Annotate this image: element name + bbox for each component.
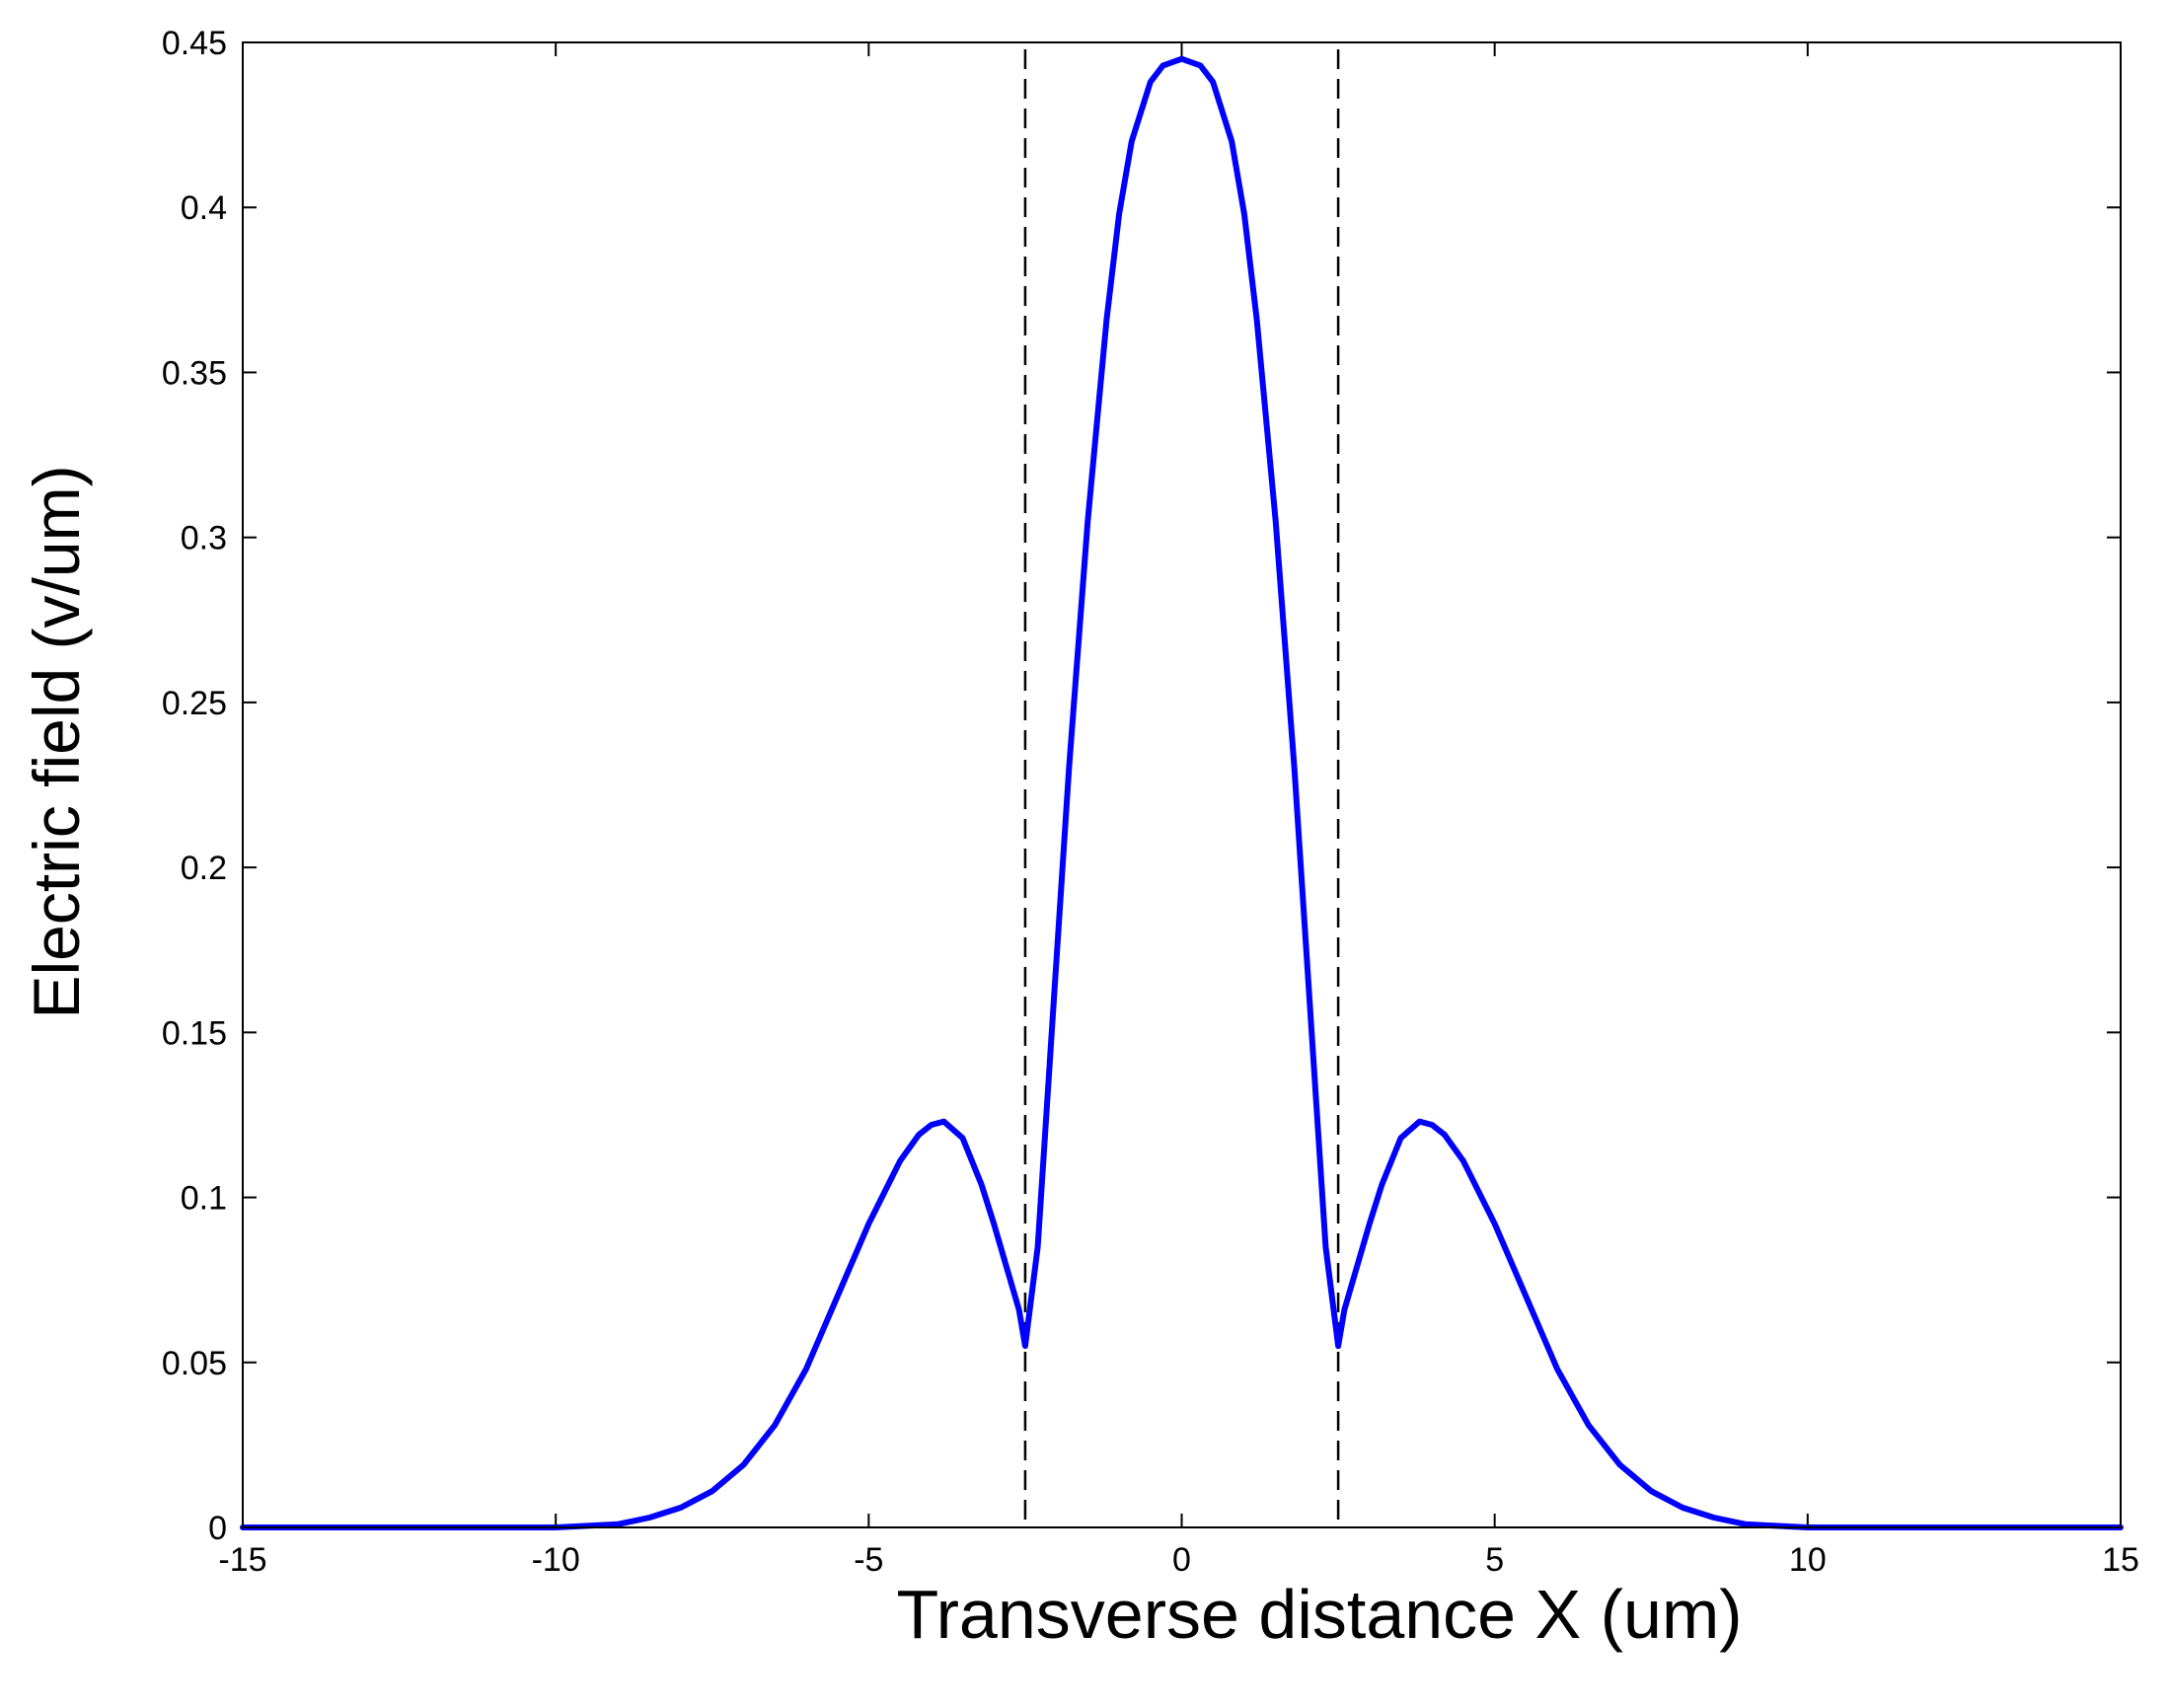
- y-tick-label: 0.15: [162, 1014, 227, 1052]
- y-tick-label: 0: [208, 1510, 227, 1547]
- y-tick-label: 0.05: [162, 1345, 227, 1382]
- x-tick-label: 15: [2102, 1541, 2139, 1579]
- x-tick-label: 10: [1789, 1541, 1827, 1579]
- y-tick-label: 0.25: [162, 685, 227, 722]
- y-tick-label: 0.3: [181, 520, 227, 557]
- y-axis-label: Electric field (v/um): [20, 465, 93, 1018]
- x-tick-label: 5: [1485, 1541, 1504, 1579]
- series-line-1: [240, 55, 2124, 1530]
- y-tick-label: 0.35: [162, 354, 227, 392]
- x-axis-label: Transverse distance X (um): [896, 1576, 1742, 1653]
- y-axis-ticks: 0 0.05 0.1 0.15 0.2 0.25 0.3 0.35 0.4 0.45: [162, 25, 2121, 1547]
- x-tick-label: -10: [532, 1541, 580, 1579]
- axes-frame: [242, 41, 2122, 1528]
- x-tick-label: -5: [854, 1541, 883, 1579]
- x-tick-label: 0: [1172, 1541, 1191, 1579]
- y-tick-label: 0.4: [181, 189, 227, 227]
- y-tick-label: 0.2: [181, 850, 227, 887]
- reference-lines: [1023, 49, 1340, 1527]
- y-tick-label: 0.45: [162, 25, 227, 62]
- series-group: [240, 55, 2124, 1530]
- x-tick-label: -15: [218, 1541, 266, 1579]
- x-axis-ticks: -15 -10 -5 0 5 10 15: [218, 42, 2139, 1579]
- y-tick-label: 0.1: [181, 1180, 227, 1218]
